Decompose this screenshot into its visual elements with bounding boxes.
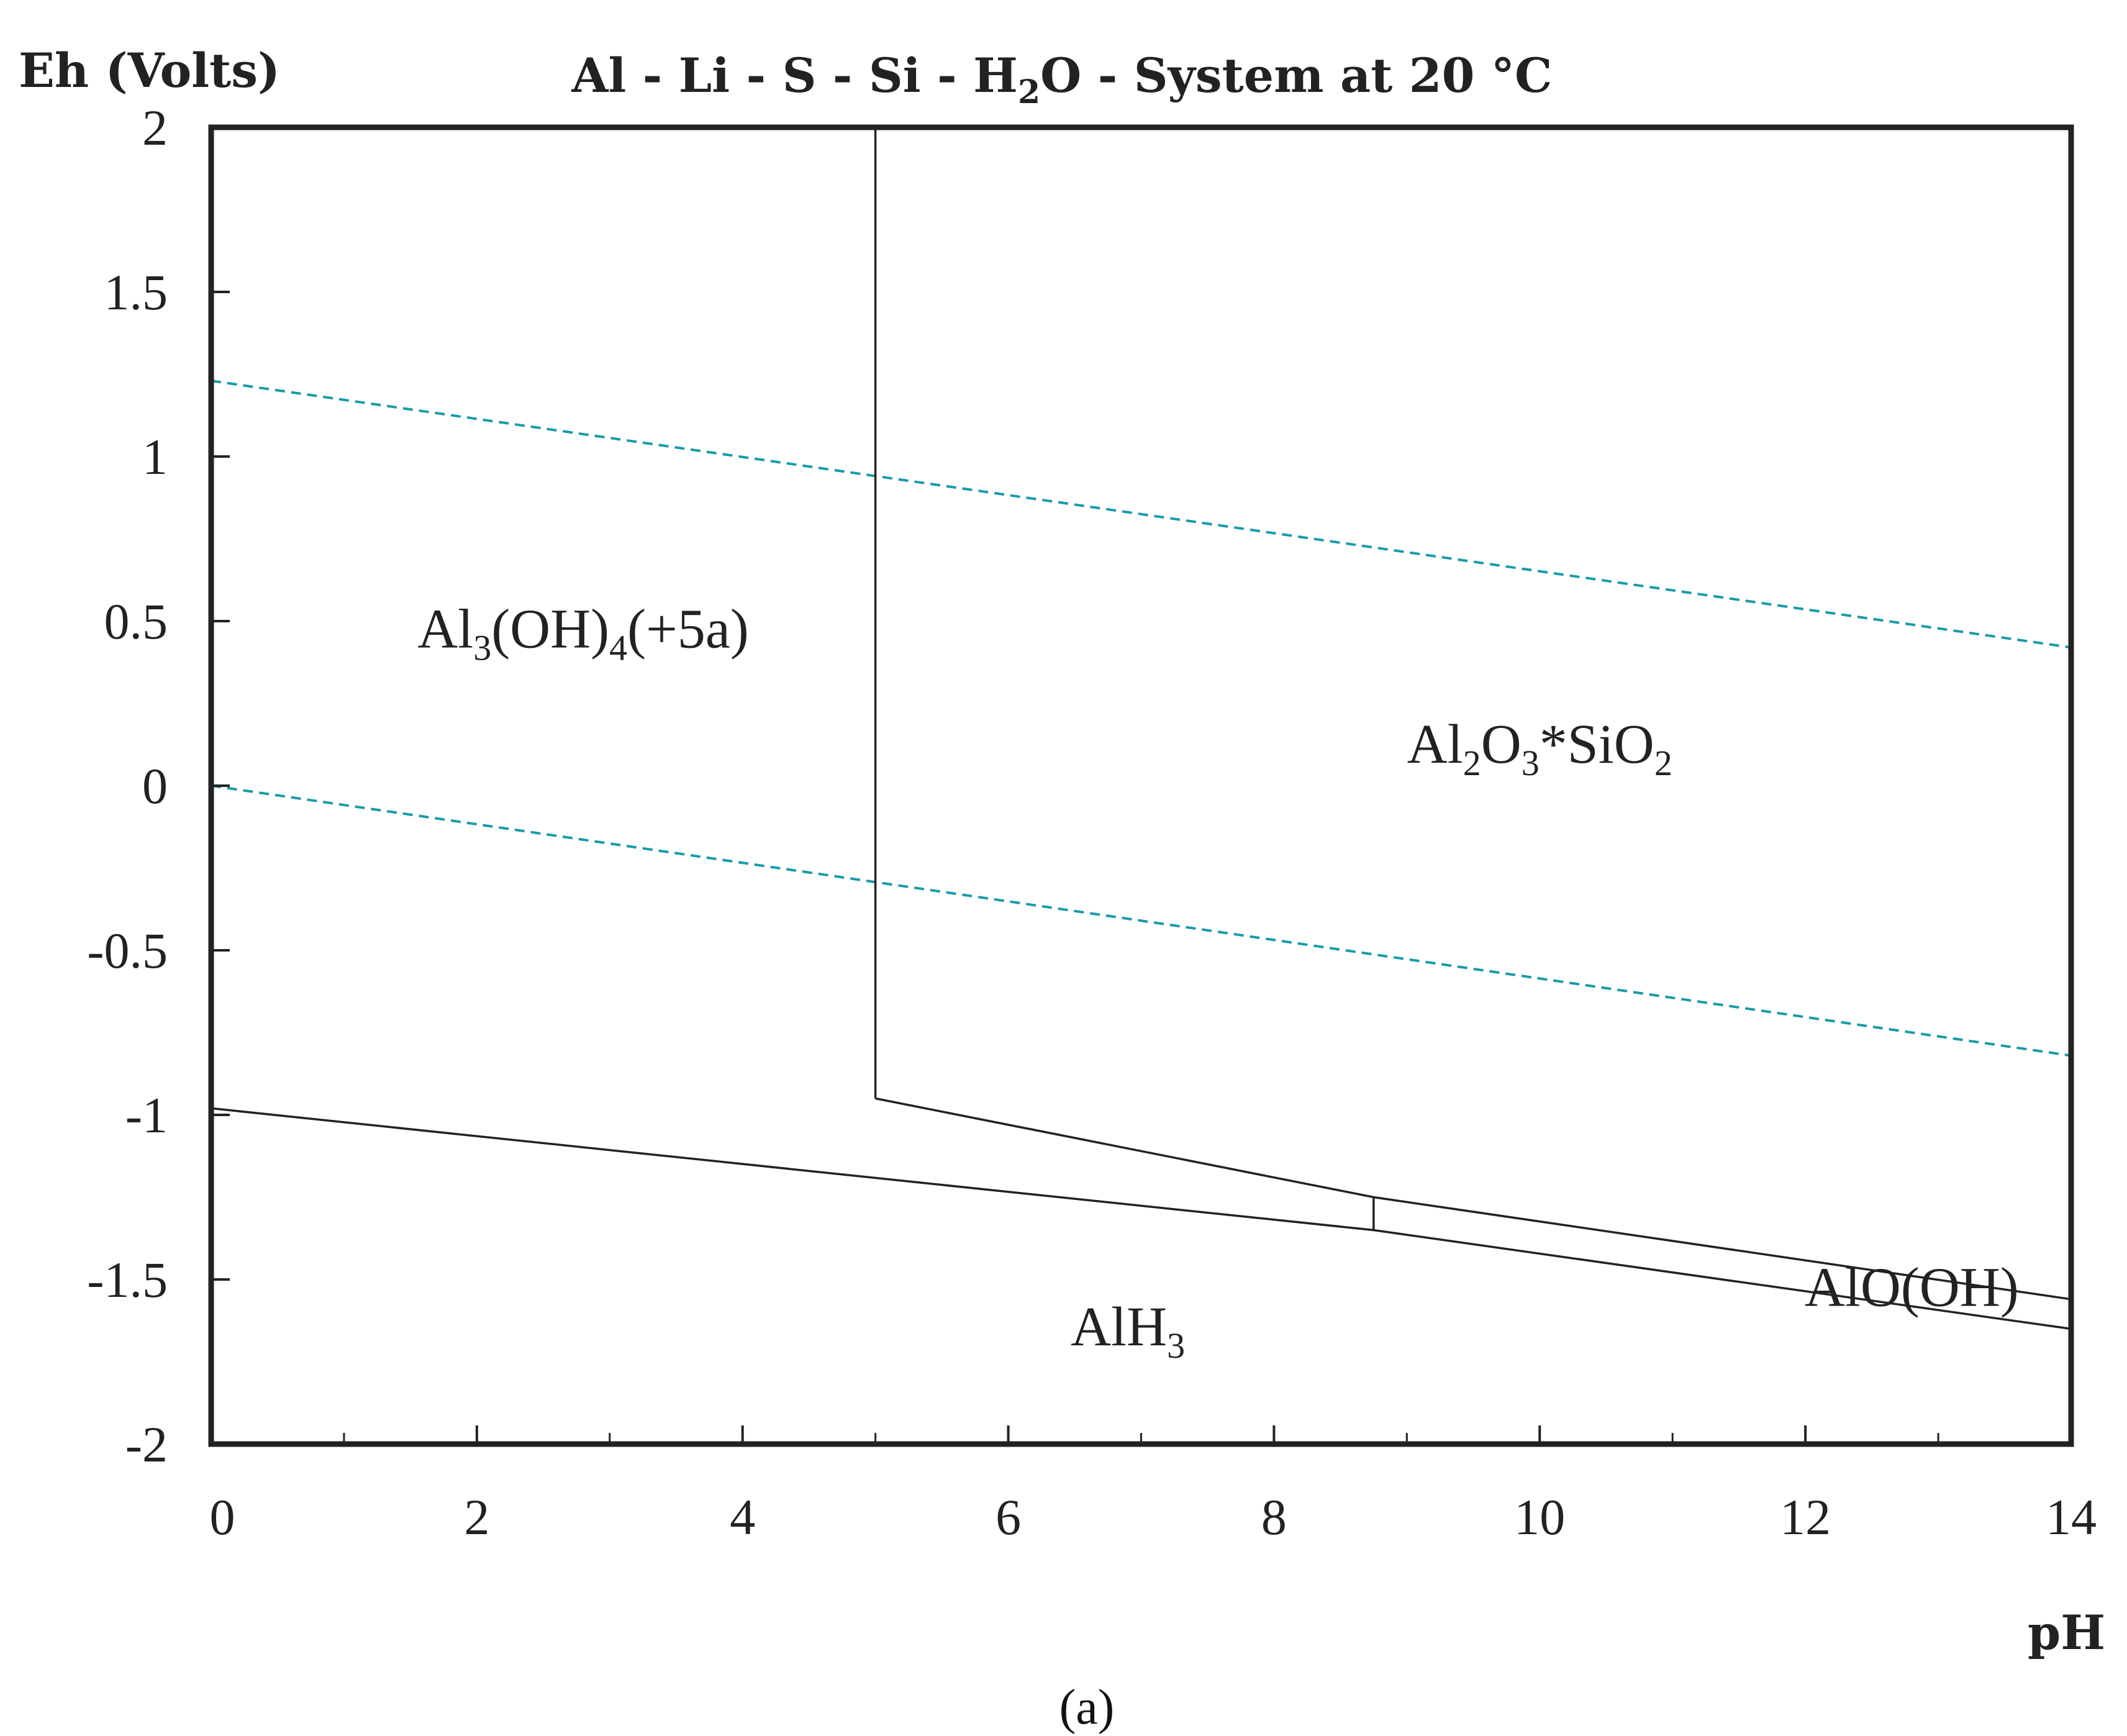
y-tick-label: 1.5 xyxy=(104,264,168,320)
y-tick-label: -1.5 xyxy=(87,1252,168,1308)
y-tick-label: 2 xyxy=(142,99,168,156)
plot-marks xyxy=(211,127,2072,1330)
region-label-al3oh4: Al3(OH)4(+5a) xyxy=(417,598,749,668)
y-tick-label: 1 xyxy=(142,429,168,485)
panel-label: (a) xyxy=(1059,1680,1115,1735)
y-tick-label: 0.5 xyxy=(104,593,168,650)
region-label-al2o3sio2: Al2O3*SiO2 xyxy=(1407,714,1672,783)
water-stability-line-1 xyxy=(211,784,2072,1057)
x-tick-label: 2 xyxy=(464,1489,489,1545)
x-tick-label: 12 xyxy=(1780,1489,1831,1545)
region-label-alh3: AlH3 xyxy=(1071,1296,1185,1366)
region-label-aloh: AlO(OH) xyxy=(1805,1257,2019,1318)
x-tick-label: 0 xyxy=(210,1489,235,1545)
plot-frame xyxy=(208,124,2074,1447)
x-tick-label: 8 xyxy=(1261,1489,1287,1545)
x-tick-label: 10 xyxy=(1514,1489,1565,1545)
chart-title-pre: Al - Li - S - Si - H xyxy=(571,48,1018,103)
region-labels: Al3(OH)4(+5a) Al2O3*SiO2 AlH3 AlO(OH) xyxy=(417,598,2019,1366)
chart-title: Al - Li - S - Si - H2O - System at 20 °C xyxy=(571,48,1553,111)
chart-title-post: O - System at 20 °C xyxy=(1040,48,1552,103)
x-tick-label: 4 xyxy=(730,1489,755,1545)
y-tick-label: 0 xyxy=(142,758,168,814)
y-tick-label: -1 xyxy=(125,1087,168,1143)
chart-title-sub: 2 xyxy=(1018,73,1040,111)
axis-ticks: 0 2 4 6 8 10 12 14 2 1.5 1 0.5 0 -0.5 -1 -1.5 -2 xyxy=(87,99,2097,1545)
water-stability-line-0 xyxy=(211,379,2072,649)
x-tick-label: 14 xyxy=(2046,1489,2097,1545)
y-axis-title: Eh (Volts) xyxy=(19,43,280,98)
x-axis-title: pH xyxy=(2028,1605,2105,1660)
y-tick-label: -0.5 xyxy=(87,922,168,979)
y-tick-label: -2 xyxy=(125,1416,168,1473)
x-tick-label: 6 xyxy=(995,1489,1021,1545)
